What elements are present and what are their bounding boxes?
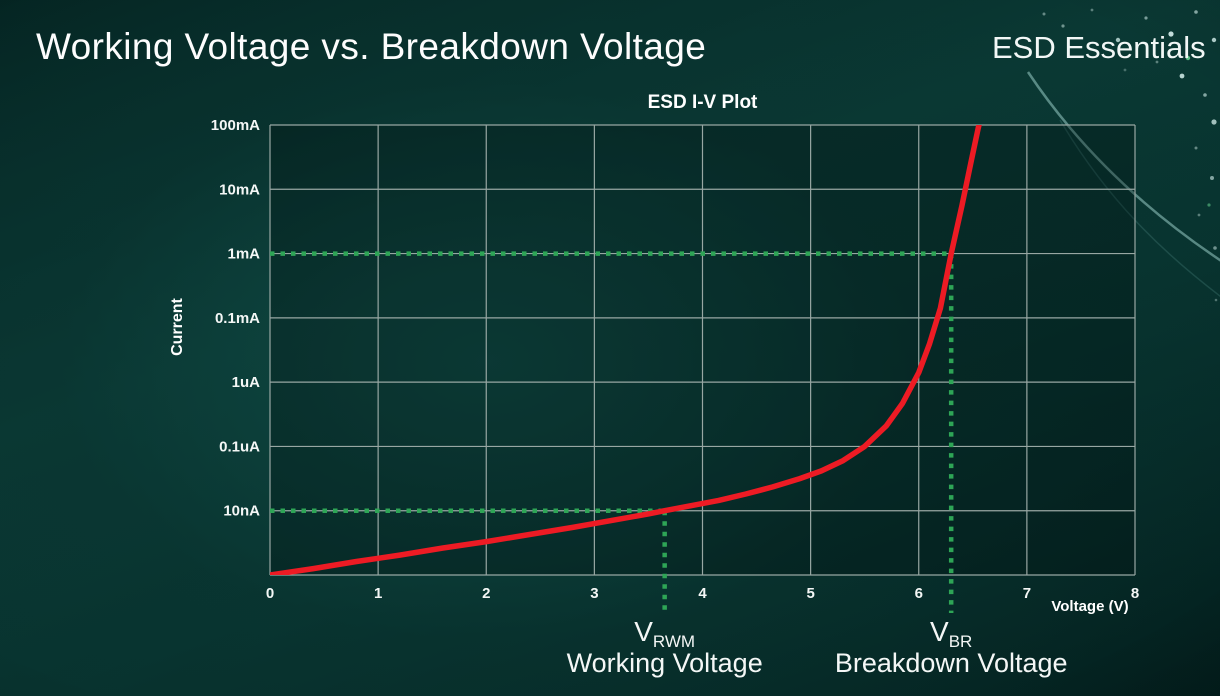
x-tick-label: 8 (1131, 585, 1139, 602)
x-tick-label: 2 (482, 585, 490, 602)
sparkle-dot (1179, 73, 1185, 79)
sparkle-dots (1042, 8, 1218, 302)
y-tick-label: 0.1uA (219, 438, 260, 455)
x-tick-label: 3 (590, 585, 598, 602)
x-tick-label: 0 (266, 585, 274, 602)
sparkle-dot (1203, 93, 1207, 97)
x-tick-label: 7 (1023, 585, 1031, 602)
sparkle-dot (1115, 37, 1121, 43)
sparkle-dot (1042, 12, 1046, 16)
x-tick-label: 1 (374, 585, 382, 602)
x-tick-label: 6 (915, 585, 923, 602)
sparkle-dot (1197, 213, 1201, 217)
sparkle-dot (1194, 10, 1198, 14)
x-axis-label: Voltage (V) (1051, 598, 1129, 615)
sparkle-dot (1211, 119, 1217, 125)
swoosh-curve (1026, 71, 1220, 262)
iv-curve (270, 125, 982, 575)
sparkle-dot (1214, 298, 1218, 302)
sparkle-dot (1090, 8, 1094, 12)
sparkle-dot (1123, 68, 1127, 72)
y-tick-label: 10mA (219, 181, 260, 198)
swoosh-curve-faint (1059, 119, 1220, 297)
marker-caption: Breakdown Voltage (835, 648, 1068, 678)
slide-title: Working Voltage vs. Breakdown Voltage (36, 26, 707, 67)
sparkle-dot (1168, 31, 1174, 37)
brand-text: ESD Essentials (992, 30, 1206, 65)
sparkle-dot (1144, 16, 1148, 20)
sparkle-dot-green (1185, 55, 1191, 61)
sparkle-dot (1061, 24, 1065, 28)
background-decoration (1026, 8, 1220, 302)
sparkle-dot (1155, 60, 1159, 64)
sparkle-dot (1194, 146, 1198, 150)
sparkle-dot-green (1207, 203, 1211, 207)
sparkle-dot (1211, 37, 1217, 43)
chart-title: ESD I-V Plot (647, 92, 758, 113)
marker-symbol: VBR (930, 616, 972, 651)
marker-caption: Working Voltage (567, 648, 763, 678)
sparkle-dot (1213, 246, 1217, 250)
y-tick-label: 100mA (211, 117, 260, 134)
x-tick-label: 4 (698, 585, 707, 602)
marker-symbol: VRWM (634, 616, 695, 651)
x-tick-label: 5 (806, 585, 814, 602)
y-tick-label: 1uA (232, 374, 261, 391)
sparkle-dot (1210, 176, 1214, 180)
y-axis-label: Current (169, 298, 186, 356)
y-tick-label: 1mA (227, 246, 260, 263)
y-tick-label: 10nA (223, 503, 260, 520)
y-tick-label: 0.1mA (215, 310, 260, 327)
